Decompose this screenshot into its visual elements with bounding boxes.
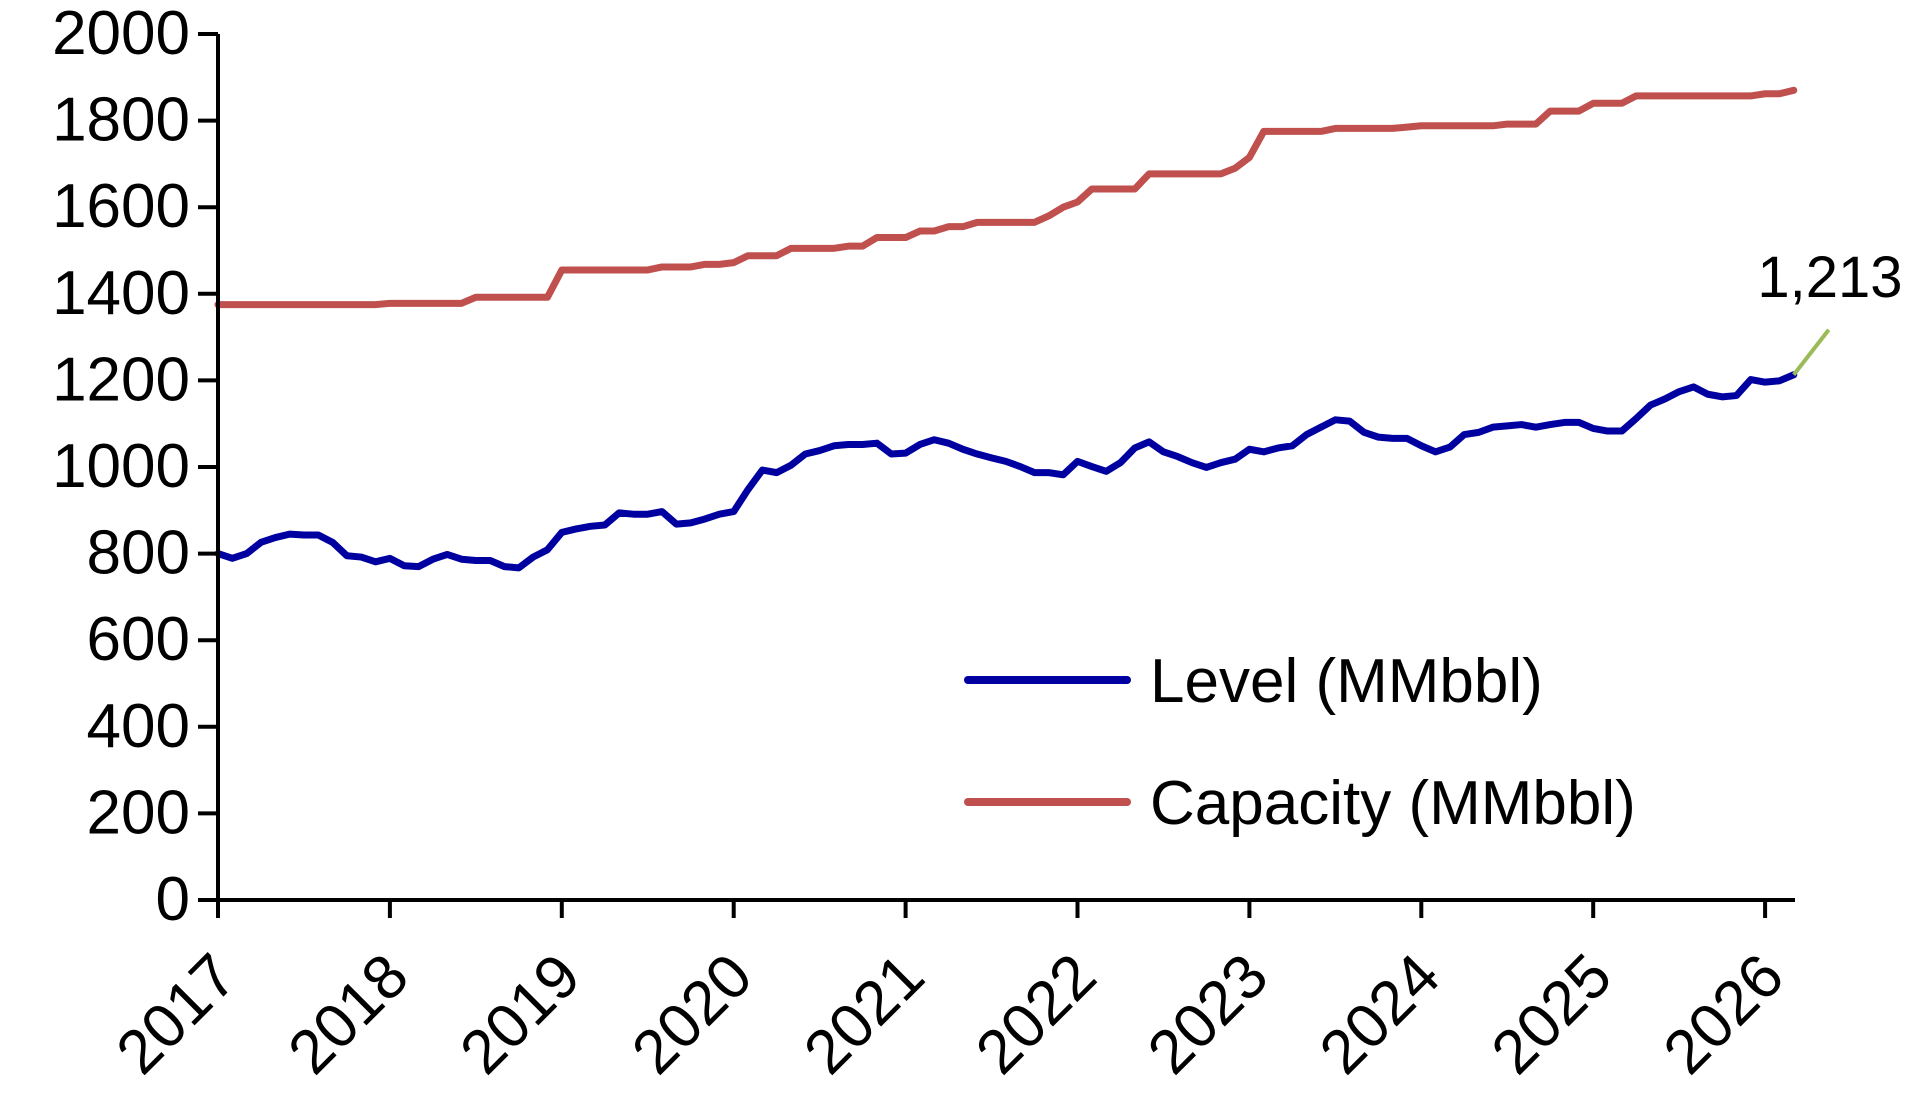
x-ticks: 2017 2018 2019 2020 2021 2022 2023 2024 2025 2026 [104,900,1797,1087]
y-tick-label: 2000 [52,0,190,68]
y-tick-label: 1600 [52,172,190,241]
series-line-capacity [214,86,1798,309]
x-tick-label: 2020 [619,941,765,1087]
y-tick-label: 1200 [52,345,190,414]
x-tick-label: 2024 [1307,941,1453,1087]
legend-label-level: Level (MMbbl) [1150,647,1543,716]
y-tick-label: 1800 [52,86,190,155]
x-tick-label: 2019 [447,941,593,1087]
y-ticks: 0 200 400 600 800 1000 1200 1400 1600 1800 2000 [52,0,218,934]
legend-label-capacity: Capacity (MMbbl) [1150,769,1636,838]
legend-item-level: Level (MMbbl) [964,647,1543,716]
annotation: 1,213 [1757,245,1903,376]
y-tick-label: 0 [156,865,190,934]
annotation-leader-line [1792,328,1831,376]
y-tick-label: 600 [87,605,190,674]
x-tick-label: 2025 [1479,941,1625,1087]
y-tick-label: 400 [87,692,190,761]
series-layer [214,86,1798,572]
y-tick-label: 1400 [52,259,190,328]
legend: Level (MMbbl) Capacity (MMbbl) [964,647,1636,838]
x-tick-label: 2018 [275,941,421,1087]
y-tick-label: 1000 [52,432,190,501]
y-tick-label: 200 [87,778,190,847]
series-line-level [214,371,1798,572]
x-tick-label: 2021 [791,941,937,1087]
x-tick-label: 2022 [963,941,1109,1087]
y-tick-label: 800 [87,519,190,588]
annotation-label: 1,213 [1757,245,1902,310]
x-tick-label: 2026 [1651,941,1797,1087]
x-tick-label: 2023 [1135,941,1281,1087]
x-tick-label: 2017 [104,941,250,1087]
legend-item-capacity: Capacity (MMbbl) [964,769,1636,838]
